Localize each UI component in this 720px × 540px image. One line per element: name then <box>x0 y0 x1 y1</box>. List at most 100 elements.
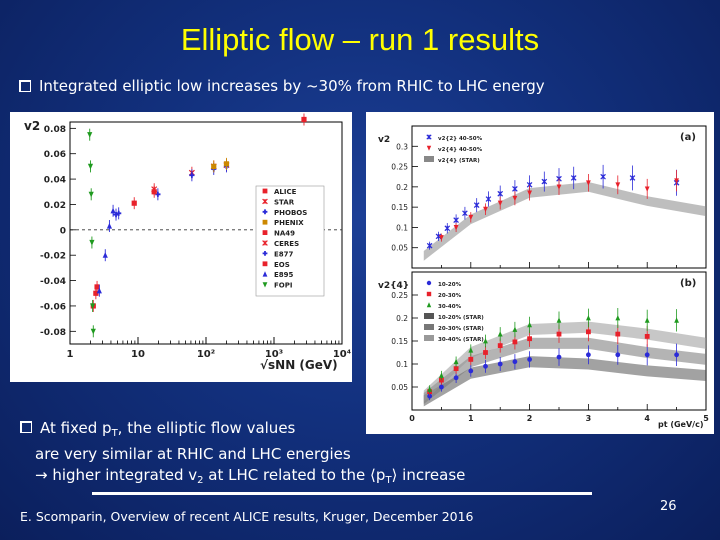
data-point <box>512 195 518 202</box>
data-point <box>131 200 137 206</box>
data-point <box>527 336 532 342</box>
data-point <box>586 352 591 358</box>
footer-divider <box>92 492 592 495</box>
data-point <box>444 225 451 232</box>
data-point <box>512 339 518 345</box>
y-tick-label: 0.05 <box>391 383 408 392</box>
data-point <box>439 372 444 378</box>
x-tick-label: 0 <box>409 414 415 423</box>
data-point <box>453 358 459 365</box>
data-point <box>483 350 488 355</box>
bullet2-line3-a: → higher integrated v <box>35 466 198 484</box>
bullet2-line3-sub: 2 <box>197 475 204 486</box>
legend-label: 10-20% (STAR) <box>438 315 484 321</box>
data-point <box>541 178 548 185</box>
y-axis-label: v2 <box>24 119 40 133</box>
x-tick-label: 10² <box>197 349 215 360</box>
data-point <box>427 393 433 399</box>
y-tick-label: 0.25 <box>391 163 408 172</box>
y-tick-label: 0.1 <box>396 360 408 369</box>
data-point <box>527 190 532 196</box>
x-tick-label: 10³ <box>265 349 283 360</box>
data-point <box>468 347 474 353</box>
legend-marker <box>262 251 268 256</box>
legend-label: 10-20% <box>438 282 462 288</box>
y-axis-label: v2 <box>378 135 390 145</box>
series-points <box>426 164 680 250</box>
footer-citation: E. Scomparin, Overview of recent ALICE r… <box>20 509 474 524</box>
x-tick-label: 1 <box>468 414 474 423</box>
data-point <box>586 329 591 335</box>
legend-label: v2{4} (STAR) <box>438 158 480 164</box>
legend-label: v2{4} 40-50% <box>438 147 483 153</box>
data-point <box>527 357 532 362</box>
v2-vs-pt-chart: (a) 0.3 0.25 0.2 0.15 0.1 0.05 v2 v2{2} 40-50% v2… <box>366 112 714 434</box>
x-tick-label: 3 <box>586 414 592 423</box>
legend-marker <box>262 261 268 267</box>
y-tick-label: 0.25 <box>391 291 408 300</box>
data-point <box>151 186 158 193</box>
data-point <box>497 200 503 206</box>
data-point <box>468 368 474 374</box>
data-point <box>615 182 621 188</box>
data-point <box>556 331 562 337</box>
legend-label: ALICE <box>274 188 297 196</box>
data-point <box>483 338 488 344</box>
legend-label: E877 <box>274 250 294 258</box>
data-point <box>462 210 468 217</box>
data-point <box>644 352 650 358</box>
data-point <box>426 242 433 249</box>
legend-marker <box>426 302 432 308</box>
legend-marker <box>262 282 268 288</box>
x-tick-label: 10 <box>131 349 145 360</box>
legend-marker <box>262 209 268 215</box>
data-points <box>87 113 307 338</box>
data-point <box>586 315 591 321</box>
legend-marker <box>262 240 268 246</box>
bullet2-line3: → higher integrated v2 at LHC related to… <box>20 465 465 491</box>
bullet2-line3-c: ⟩ increase <box>391 466 466 484</box>
legend-marker <box>424 156 434 162</box>
data-point <box>223 161 230 167</box>
series-points <box>427 343 679 401</box>
data-point <box>512 186 518 192</box>
y-tick-label: -0.02 <box>40 252 66 262</box>
data-point <box>468 357 474 362</box>
bullet2-line3-sub2: T <box>385 475 392 486</box>
legend-marker <box>262 219 268 225</box>
data-point <box>615 331 621 337</box>
y-tick-label: 0.04 <box>44 176 66 186</box>
legend: ALICE STAR PHOBOS PHENIX NA49 CERES E877 EOS E89… <box>255 185 325 297</box>
data-point <box>527 322 532 328</box>
star-band <box>423 321 706 402</box>
y-tick-label: 0.08 <box>44 125 66 135</box>
data-point <box>497 190 504 197</box>
data-point <box>301 116 307 123</box>
bullet2-text-a: At fixed p <box>40 419 112 437</box>
data-point <box>468 214 474 221</box>
data-point <box>453 225 459 231</box>
y-tick-label: -0.08 <box>40 328 66 338</box>
data-point <box>615 352 621 358</box>
data-point <box>453 375 459 381</box>
data-point <box>483 363 488 369</box>
legend-marker <box>426 291 432 297</box>
legend-label: STAR <box>274 198 295 206</box>
v2-vs-energy-svg: 1 10 10² 10³ 10⁴ 0.08 0.06 0.04 0.02 0 -0.02 -0.04 -… <box>24 113 351 372</box>
data-point <box>473 202 480 208</box>
data-point <box>570 175 577 181</box>
legend-label: v2{2} 40-50% <box>438 136 483 142</box>
legend-label: PHENIX <box>274 219 304 227</box>
x-tick-label: 1 <box>67 349 74 360</box>
data-point <box>93 290 99 296</box>
data-point <box>644 186 650 192</box>
legend-label: CERES <box>274 240 299 248</box>
data-point <box>644 334 650 339</box>
slide-title: Elliptic flow – run 1 results <box>180 22 540 57</box>
star-band <box>423 181 706 261</box>
data-point <box>556 184 562 190</box>
data-point <box>87 163 94 170</box>
y-tick-label: 0.2 <box>396 183 408 192</box>
data-point <box>644 317 650 323</box>
x-tick-label: 4 <box>644 414 650 423</box>
